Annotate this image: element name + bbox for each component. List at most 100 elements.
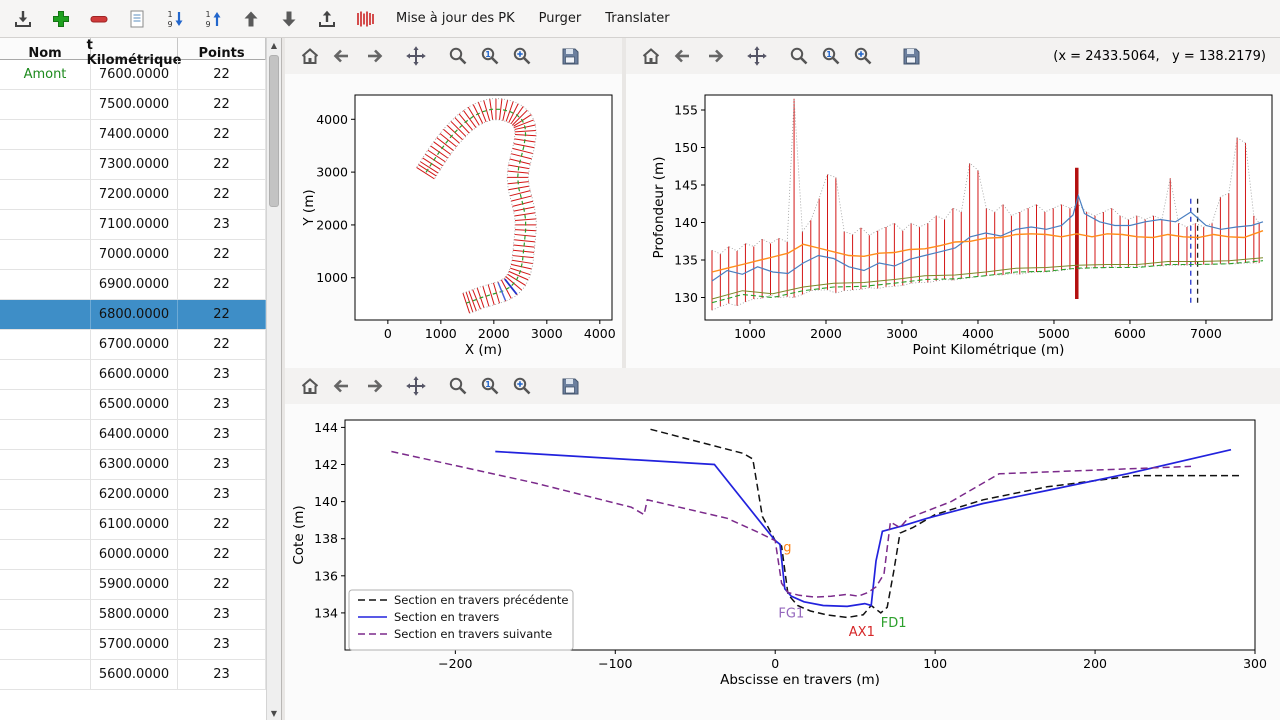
cell-points[interactable]: 22 <box>178 330 266 359</box>
home-icon[interactable] <box>297 43 323 69</box>
sections-pk-icon[interactable] <box>352 6 378 32</box>
table-row[interactable]: 7100.0000 23 <box>0 210 266 240</box>
save-icon[interactable] <box>557 43 583 69</box>
zoom-plus-icon[interactable] <box>509 373 535 399</box>
cell-nom[interactable] <box>0 210 91 239</box>
cell-points[interactable]: 22 <box>178 120 266 149</box>
save-icon[interactable] <box>898 43 924 69</box>
cell-points[interactable]: 22 <box>178 270 266 299</box>
cell-points[interactable]: 22 <box>178 300 266 329</box>
zoom-icon[interactable] <box>445 43 471 69</box>
table-scrollbar[interactable]: ▲ ▼ <box>266 38 281 720</box>
forward-icon[interactable] <box>361 373 387 399</box>
purge-button[interactable]: Purger <box>533 7 588 30</box>
scroll-up-icon[interactable]: ▲ <box>270 40 278 50</box>
cell-points[interactable]: 23 <box>178 210 266 239</box>
cell-pk[interactable]: 6600.0000 <box>91 360 178 389</box>
cell-pk[interactable]: 6200.0000 <box>91 480 178 509</box>
cell-points[interactable]: 22 <box>178 240 266 269</box>
cell-pk[interactable]: 5600.0000 <box>91 660 178 689</box>
plan-chart[interactable]: 0 1000 2000 3000 4000 1000 2000 3000 4000 X (m) Y … <box>285 74 622 368</box>
cell-pk[interactable]: 7400.0000 <box>91 120 178 149</box>
update-pk-button[interactable]: Mise à jour des PK <box>390 7 521 30</box>
cell-nom[interactable] <box>0 510 91 539</box>
cell-nom[interactable] <box>0 420 91 449</box>
cell-points[interactable]: 23 <box>178 450 266 479</box>
scrollbar-thumb[interactable] <box>269 55 279 207</box>
cell-points[interactable]: 23 <box>178 600 266 629</box>
table-row[interactable]: 7000.0000 22 <box>0 240 266 270</box>
cell-points[interactable]: 23 <box>178 660 266 689</box>
move-down-icon[interactable] <box>276 6 302 32</box>
cell-pk[interactable]: 5900.0000 <box>91 570 178 599</box>
cell-points[interactable]: 22 <box>178 90 266 119</box>
back-icon[interactable] <box>329 373 355 399</box>
pan-icon[interactable] <box>403 373 429 399</box>
table-row[interactable]: 5900.0000 22 <box>0 570 266 600</box>
cell-nom[interactable] <box>0 360 91 389</box>
cell-pk[interactable]: 7600.0000 <box>91 60 178 89</box>
table-row[interactable]: 6500.0000 23 <box>0 390 266 420</box>
section-chart[interactable]: −200 −100 0 100 200 300 134 136 138 140 142 144 Absc… <box>285 404 1280 720</box>
column-header-nom[interactable]: Nom <box>0 38 91 68</box>
cell-pk[interactable]: 6700.0000 <box>91 330 178 359</box>
table-row[interactable]: 5700.0000 23 <box>0 630 266 660</box>
import-icon[interactable] <box>10 6 36 32</box>
table-row[interactable]: 6400.0000 23 <box>0 420 266 450</box>
cell-nom[interactable] <box>0 600 91 629</box>
cell-nom[interactable]: Amont <box>0 60 91 89</box>
cell-points[interactable]: 23 <box>178 420 266 449</box>
cell-nom[interactable] <box>0 330 91 359</box>
cell-nom[interactable] <box>0 180 91 209</box>
cell-pk[interactable]: 6800.0000 <box>91 300 178 329</box>
table-row[interactable]: 7300.0000 22 <box>0 150 266 180</box>
cell-pk[interactable]: 6900.0000 <box>91 270 178 299</box>
table-row[interactable]: Amont 7600.0000 22 <box>0 60 266 90</box>
cell-pk[interactable]: 6500.0000 <box>91 390 178 419</box>
cell-points[interactable]: 23 <box>178 390 266 419</box>
table-row[interactable]: 6900.0000 22 <box>0 270 266 300</box>
translate-button[interactable]: Translater <box>599 7 675 30</box>
cell-pk[interactable]: 6300.0000 <box>91 450 178 479</box>
cell-points[interactable]: 22 <box>178 510 266 539</box>
cell-nom[interactable] <box>0 240 91 269</box>
cell-pk[interactable]: 6400.0000 <box>91 420 178 449</box>
table-row[interactable]: 5600.0000 23 <box>0 660 266 690</box>
cell-nom[interactable] <box>0 630 91 659</box>
cell-points[interactable]: 23 <box>178 480 266 509</box>
table-row[interactable]: 6100.0000 22 <box>0 510 266 540</box>
remove-section-icon[interactable] <box>86 6 112 32</box>
cell-pk[interactable]: 6000.0000 <box>91 540 178 569</box>
cell-nom[interactable] <box>0 150 91 179</box>
cell-points[interactable]: 22 <box>178 150 266 179</box>
zoom-icon[interactable] <box>786 43 812 69</box>
back-icon[interactable] <box>329 43 355 69</box>
table-row[interactable]: 6300.0000 23 <box>0 450 266 480</box>
cell-nom[interactable] <box>0 570 91 599</box>
cell-pk[interactable]: 7300.0000 <box>91 150 178 179</box>
back-icon[interactable] <box>670 43 696 69</box>
cell-pk[interactable]: 5800.0000 <box>91 600 178 629</box>
cell-points[interactable]: 22 <box>178 570 266 599</box>
zoom-plus-icon[interactable] <box>509 43 535 69</box>
add-section-icon[interactable] <box>48 6 74 32</box>
table-row[interactable]: 6700.0000 22 <box>0 330 266 360</box>
cell-pk[interactable]: 5700.0000 <box>91 630 178 659</box>
table-row[interactable]: 7400.0000 22 <box>0 120 266 150</box>
cell-pk[interactable]: 6100.0000 <box>91 510 178 539</box>
cell-nom[interactable] <box>0 300 91 329</box>
table-row[interactable]: 5800.0000 23 <box>0 600 266 630</box>
cell-nom[interactable] <box>0 660 91 689</box>
table-row[interactable]: 7500.0000 22 <box>0 90 266 120</box>
table-row[interactable]: 6600.0000 23 <box>0 360 266 390</box>
table-row[interactable]: 6200.0000 23 <box>0 480 266 510</box>
table-row[interactable]: 6800.0000 22 <box>0 300 266 330</box>
cell-nom[interactable] <box>0 270 91 299</box>
scroll-down-icon[interactable]: ▼ <box>270 708 278 718</box>
column-header-points[interactable]: Points <box>178 38 266 68</box>
export-icon[interactable] <box>314 6 340 32</box>
cell-points[interactable]: 23 <box>178 630 266 659</box>
pan-icon[interactable] <box>744 43 770 69</box>
zoom-one-icon[interactable]: 1 <box>818 43 844 69</box>
